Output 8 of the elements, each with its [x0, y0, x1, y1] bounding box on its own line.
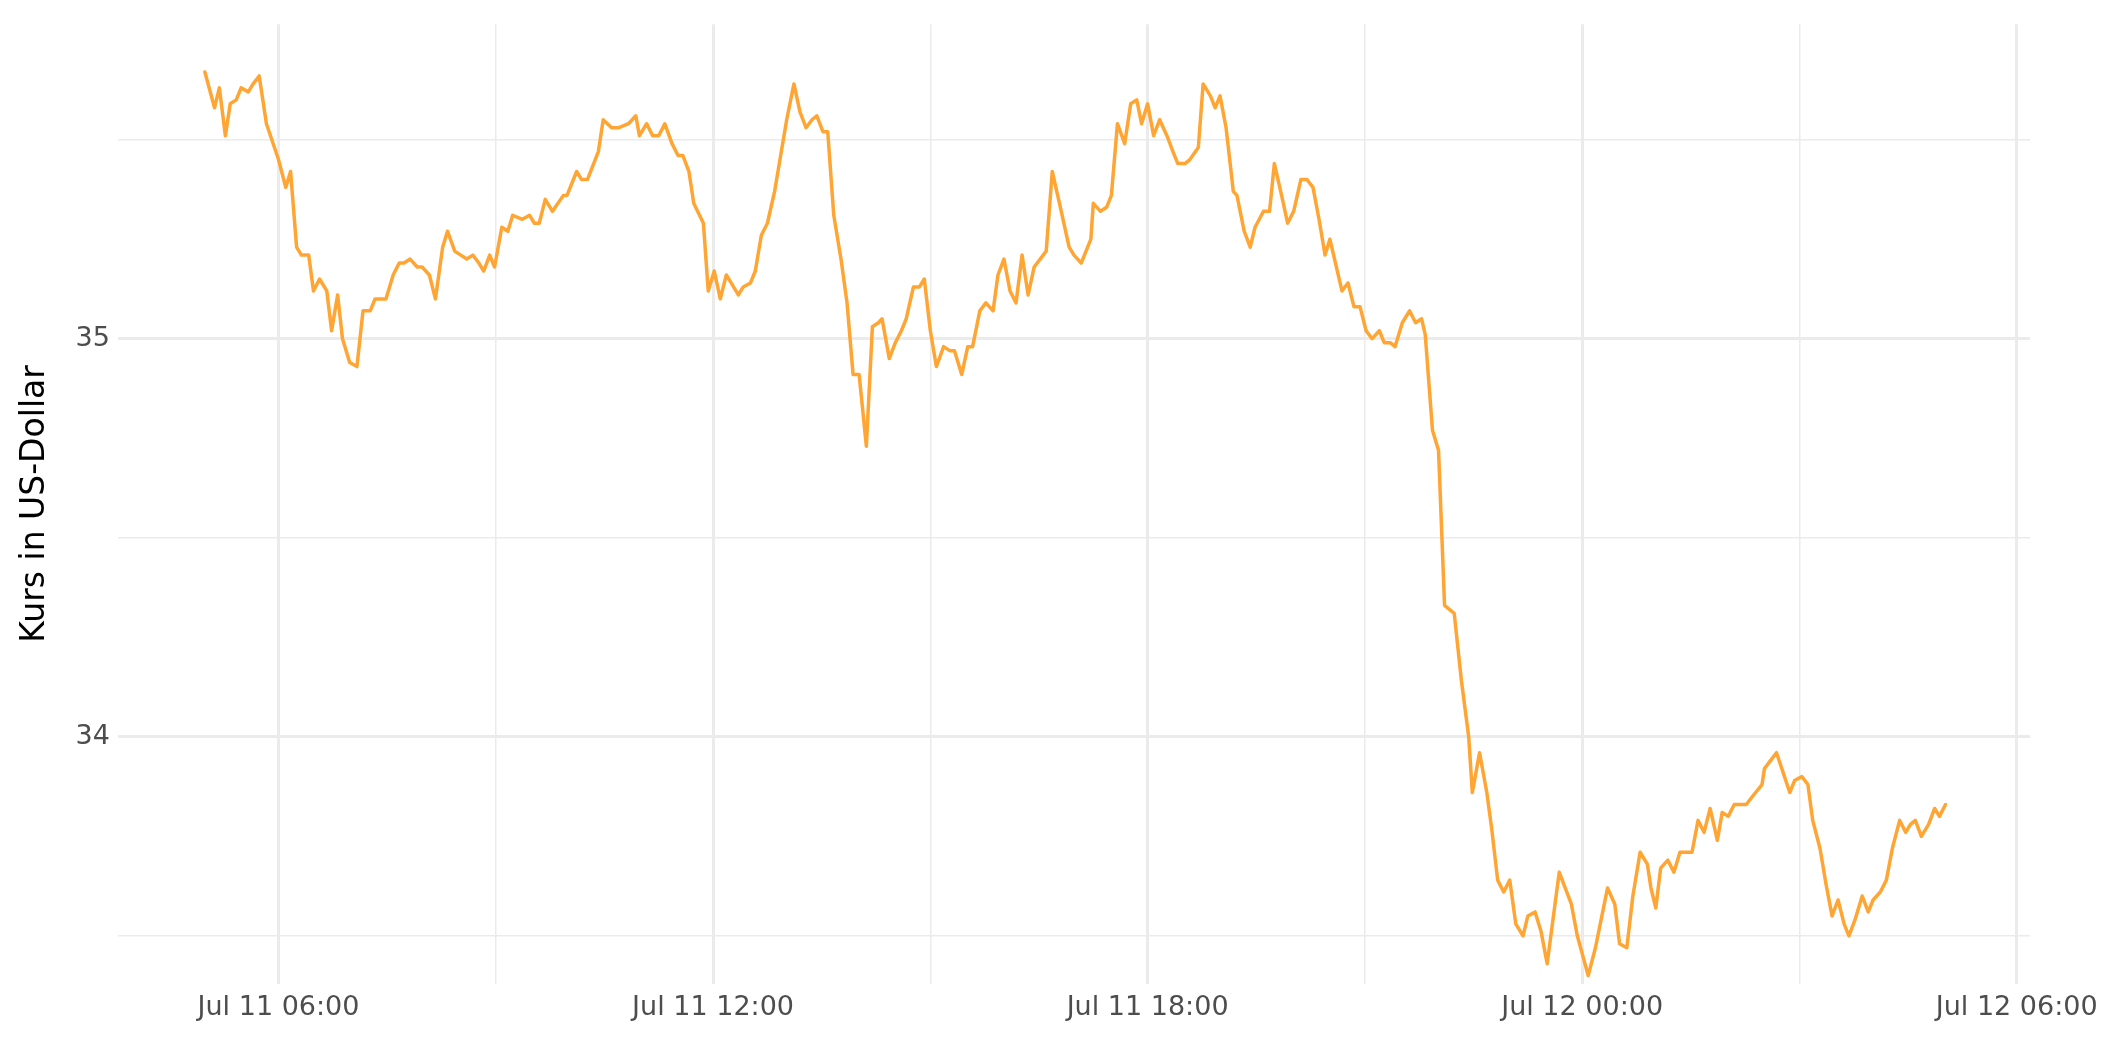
x-tick-label: Jul 11 12:00: [630, 989, 795, 1021]
y-tick-label: 34: [75, 718, 110, 750]
x-tick-label: Jul 12 06:00: [1933, 989, 2098, 1021]
x-tick-label: Jul 12 00:00: [1499, 989, 1664, 1021]
y-axis-title: Kurs in US-Dollar: [13, 364, 53, 643]
y-tick-label: 35: [75, 320, 110, 352]
x-tick-label: Jul 11 06:00: [195, 989, 360, 1021]
x-tick-label: Jul 11 18:00: [1064, 989, 1229, 1021]
